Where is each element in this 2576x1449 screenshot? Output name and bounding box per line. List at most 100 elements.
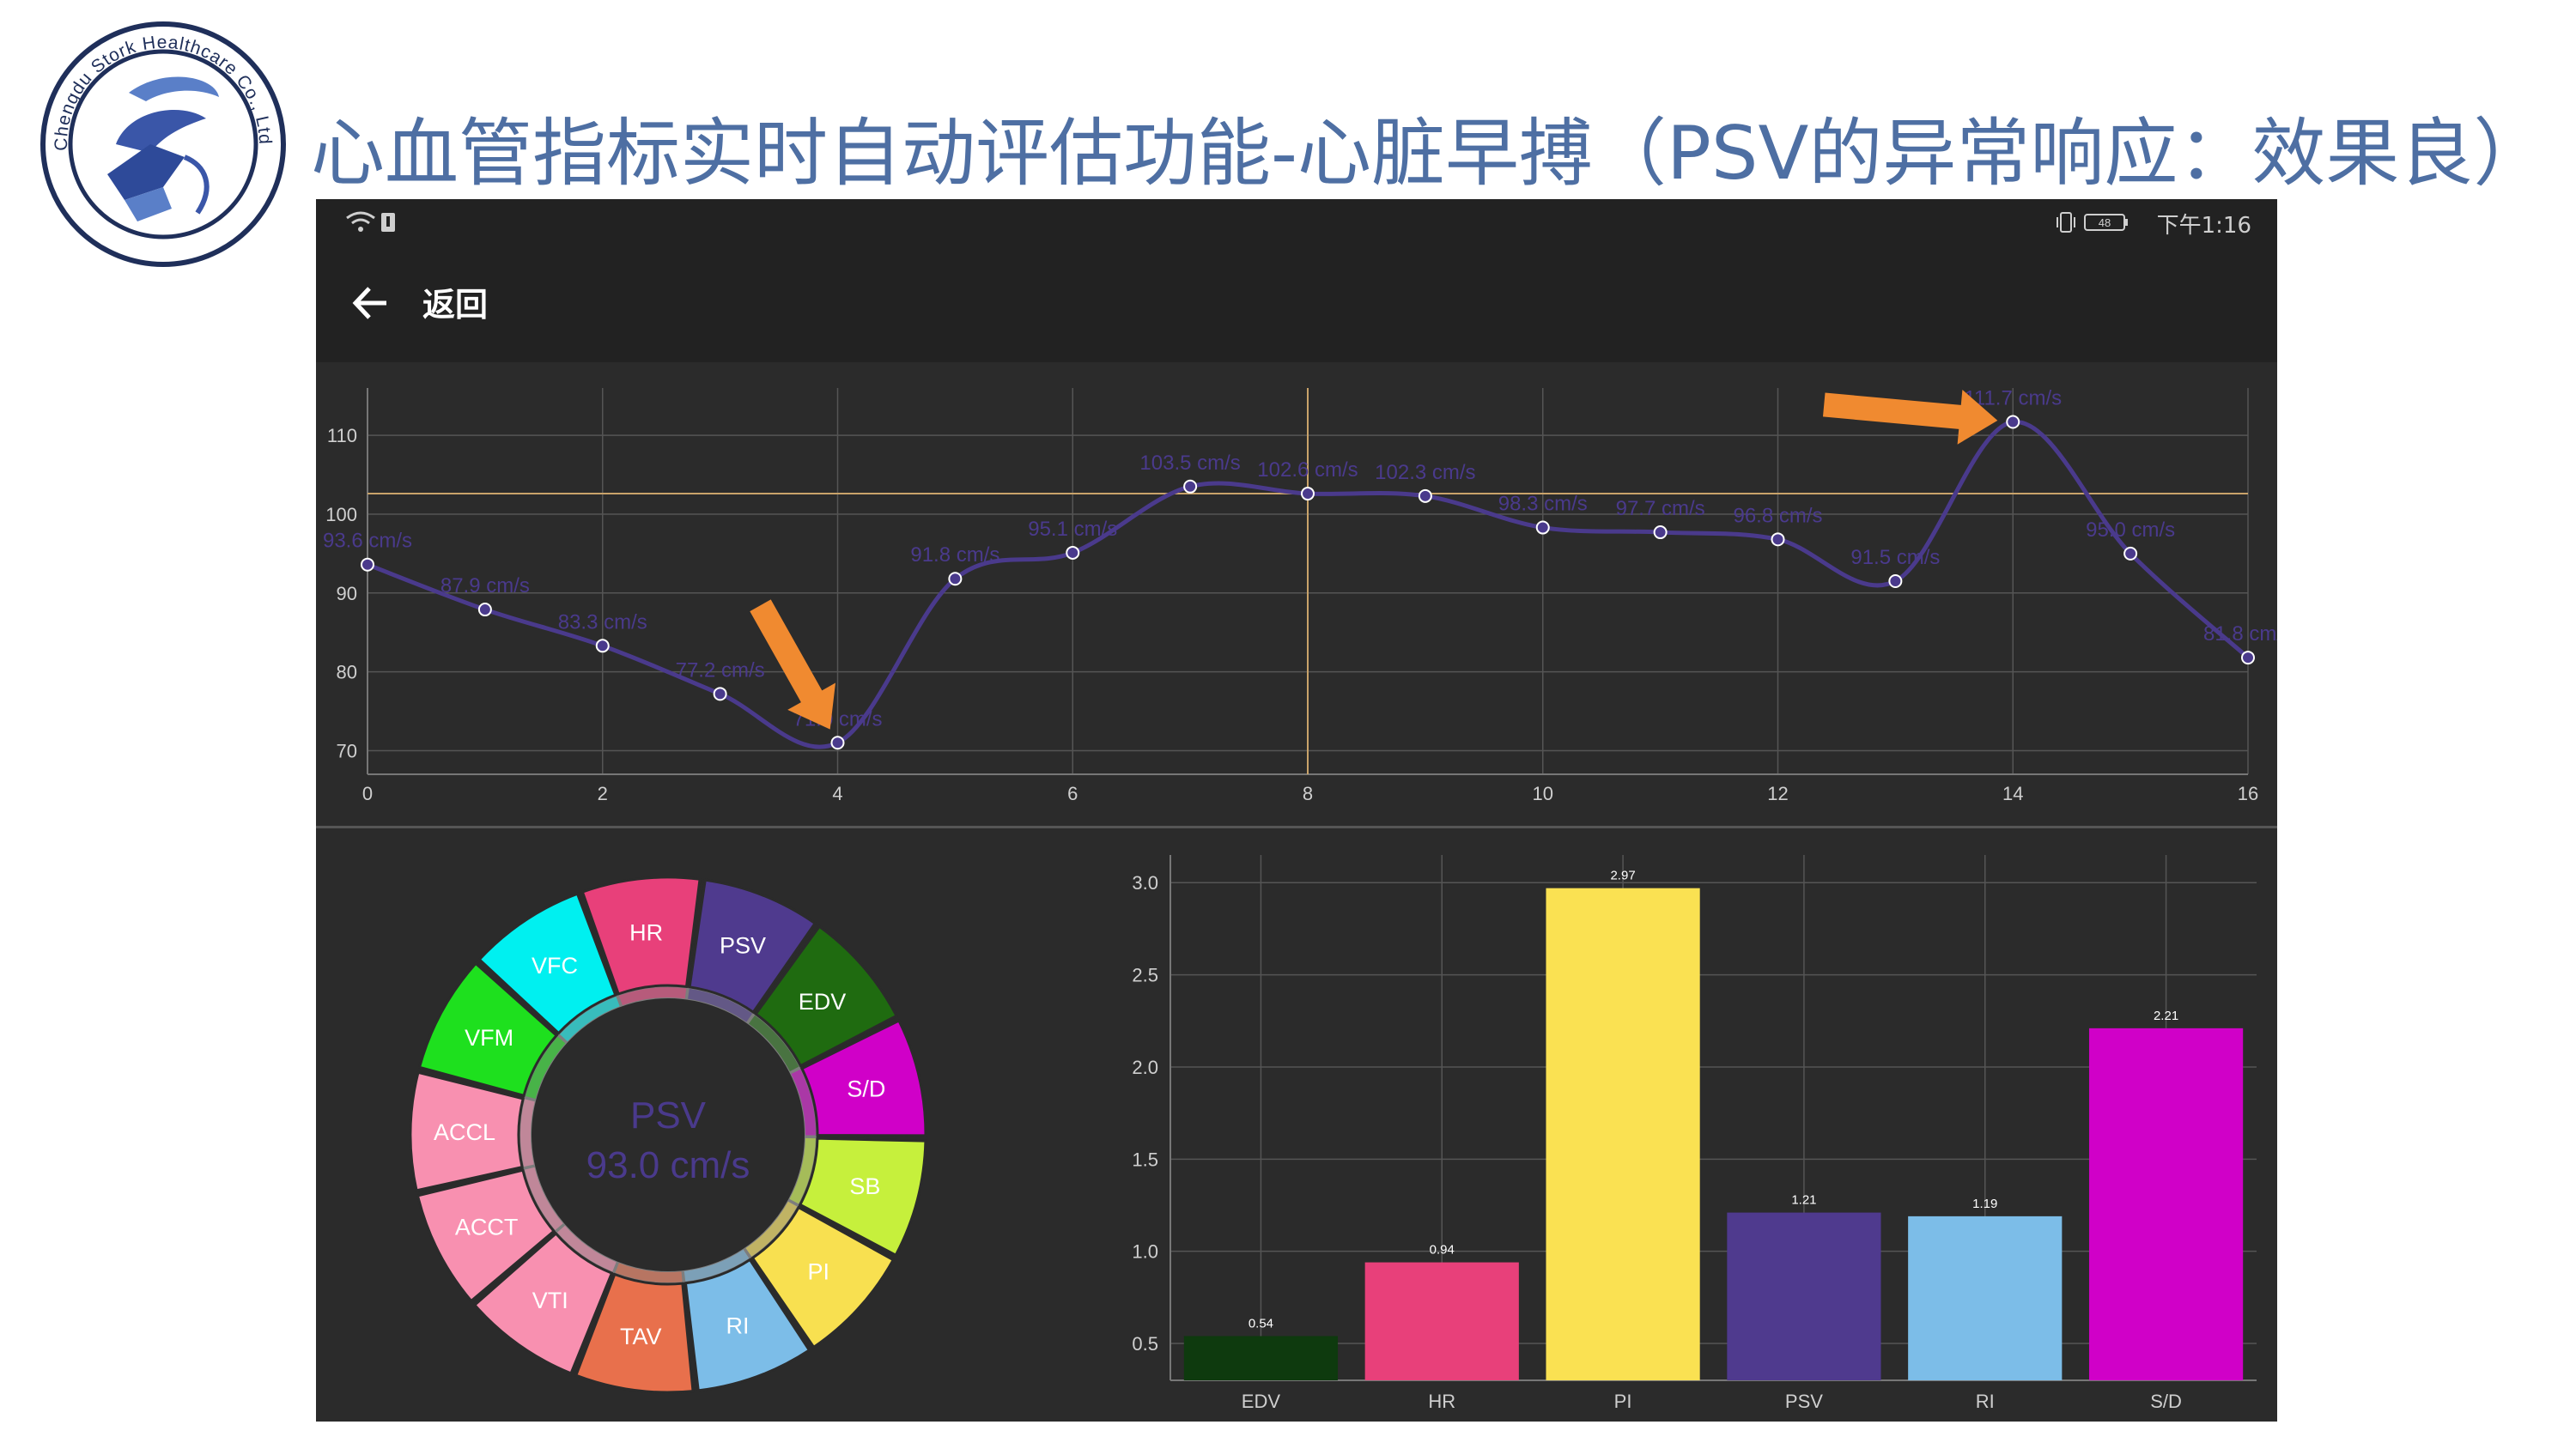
x-tick-label: 2 [598,783,608,804]
ring-segment-pi[interactable] [750,1205,896,1349]
bar-ri [1908,1216,2063,1380]
x-tick-label: 16 [2238,783,2258,804]
ring-inner-arc [615,1263,683,1282]
ring-segment-vfc[interactable] [477,892,617,1035]
bar-category-label: EDV [1242,1391,1281,1412]
ring-segment-ri[interactable] [683,1258,811,1392]
x-tick-label: 12 [1767,783,1788,804]
bar-y-tick-label: 3.0 [1132,872,1158,894]
annotation-arrow [1822,390,1998,445]
bar-s-d [2088,1028,2244,1380]
ring-segment-label: VFM [465,1025,513,1051]
ring-segment-label: RI [726,1313,750,1339]
ring-inner-arc [791,1069,816,1136]
ring-segment-label: VTI [532,1288,568,1313]
data-point [1183,479,1198,494]
ring-segment-s-d[interactable] [799,1018,927,1137]
data-label: 87.9 cm/s [440,574,530,597]
ring-inner-arc [556,1225,617,1272]
bar-psv [1727,1212,1881,1380]
data-label: 83.3 cm/s [558,610,647,634]
data-point [948,572,963,586]
company-logo: Chengdu Stork Healthcare Co., Ltd. [34,15,286,267]
y-tick-label: 100 [325,504,357,525]
ring-inner-arc [618,987,687,1006]
data-point [595,639,610,653]
bar-category-label: RI [1976,1391,1995,1412]
y-tick-label: 80 [337,662,357,683]
section-divider [316,826,2277,828]
ring-center-title: PSV [630,1094,707,1137]
bar-value-label: 1.21 [1791,1193,1816,1208]
x-tick-label: 8 [1303,783,1313,804]
ring-segment-psv[interactable] [688,878,817,1015]
data-point [713,687,727,701]
back-button[interactable]: 返回 [422,286,489,324]
bar-pi [1546,888,1700,1380]
data-label: 96.8 cm/s [1733,504,1822,527]
bar-y-tick-label: 0.5 [1132,1333,1158,1355]
data-label: 95.0 cm/s [2086,518,2175,542]
data-label: 91.8 cm/s [910,543,999,567]
data-point [1301,487,1315,501]
wifi-icon [346,211,395,232]
data-point [1418,488,1432,503]
data-point [1888,574,1903,588]
ring-inner-arc [526,1036,566,1100]
ring-inner-arc [745,1201,798,1257]
data-label: 81.8 cm/s [2203,622,2277,646]
data-label: 103.5 cm/s [1139,452,1240,475]
ring-segment-tav[interactable] [574,1272,695,1394]
data-label: 102.6 cm/s [1257,458,1358,482]
data-point [1771,532,1785,547]
data-point [477,603,492,617]
arrow-left-icon[interactable] [349,282,392,324]
bar-y-tick-label: 1.5 [1132,1149,1158,1170]
status-bar: 48 下午1:16 [316,199,2277,247]
bar-y-tick-label: 2.5 [1132,965,1158,986]
bar-category-label: S/D [2150,1391,2182,1412]
arrow-shape [1822,390,1998,445]
bar-hr [1364,1262,1519,1380]
ring-segment-label: VFC [532,953,578,979]
data-point [830,736,845,750]
ring-segment-edv[interactable] [754,925,899,1068]
ring-segment-label: EDV [799,989,847,1015]
battery-level: 48 [2099,216,2111,229]
ring-segment-label: TAV [620,1324,662,1349]
status-icons: 48 [2057,212,2128,233]
ring-segment-vfm[interactable] [417,961,559,1098]
bar-value-label: 2.21 [2154,1009,2178,1023]
data-point [1653,525,1668,540]
indicator-bar-chart: 0.5 1.0 1.5 2.0 2.5 3.0 0.54 EDV 0.94 HR 2.97 PI 1.2… [1132,855,2257,1412]
app-screen: 48 下午1:16 返回 0 2 4 6 8 10 12 14 16 70 80 90 100 110 93… [316,199,2277,1422]
x-tick-label: 14 [2002,783,2023,804]
stork-icon [107,76,219,221]
data-label: 102.3 cm/s [1375,461,1475,484]
ring-segment-label: PSV [720,933,766,959]
bar-edv [1183,1336,1339,1380]
y-tick-label: 110 [327,425,357,446]
data-label: 77.2 cm/s [676,658,765,682]
bar-value-label: 0.54 [1249,1316,1273,1331]
ring-segment-label: S/D [847,1076,885,1101]
ring-segment-label: ACCT [455,1214,519,1240]
ring-segment-accl[interactable] [409,1070,525,1192]
ring-segment-hr[interactable] [580,876,702,996]
data-point [361,557,374,572]
x-tick-label: 6 [1067,783,1078,804]
bar-category-label: PSV [1785,1391,1823,1412]
ring-segment-label: SB [849,1173,880,1199]
ring-center-value: 93.0 cm/s [586,1144,750,1186]
app-bar: 返回 [316,247,2277,362]
ring-segment-sb[interactable] [798,1137,927,1258]
ring-segment-acct[interactable] [416,1168,556,1303]
status-time: 下午1:16 [2156,213,2251,239]
ring-inner-arc [789,1137,816,1204]
y-tick-label: 90 [337,583,357,604]
slide-title: 心血管指标实时自动评估功能-心脏早搏（PSV的异常响应：效果良） [311,111,2548,197]
bar-value-label: 0.94 [1430,1243,1455,1258]
annotation-arrow [750,599,835,730]
ring-segment-vti[interactable] [472,1231,614,1375]
x-tick-label: 10 [1533,783,1553,804]
